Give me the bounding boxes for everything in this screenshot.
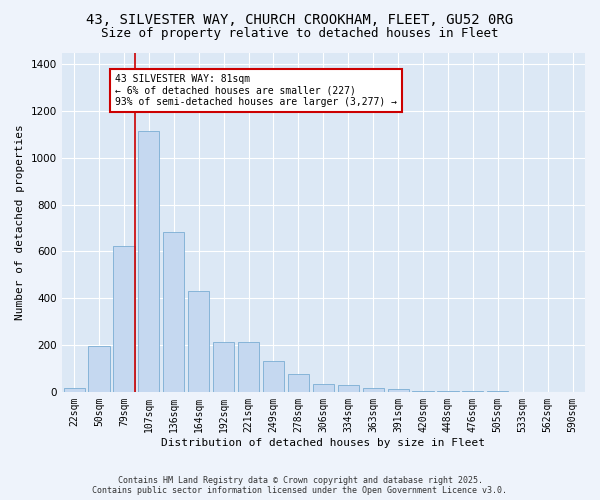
Bar bbox=[313, 384, 334, 392]
Bar bbox=[412, 390, 434, 392]
Bar bbox=[188, 291, 209, 392]
Bar bbox=[213, 342, 234, 392]
Text: Size of property relative to detached houses in Fleet: Size of property relative to detached ho… bbox=[101, 28, 499, 40]
Bar bbox=[64, 388, 85, 392]
Bar bbox=[263, 362, 284, 392]
Text: 43 SILVESTER WAY: 81sqm
← 6% of detached houses are smaller (227)
93% of semi-de: 43 SILVESTER WAY: 81sqm ← 6% of detached… bbox=[115, 74, 397, 107]
Bar bbox=[138, 131, 160, 392]
Bar bbox=[437, 390, 458, 392]
Bar bbox=[388, 389, 409, 392]
Bar bbox=[338, 385, 359, 392]
Bar bbox=[163, 232, 184, 392]
Bar bbox=[288, 374, 309, 392]
Bar bbox=[88, 346, 110, 392]
Text: Contains HM Land Registry data © Crown copyright and database right 2025.
Contai: Contains HM Land Registry data © Crown c… bbox=[92, 476, 508, 495]
Bar bbox=[238, 342, 259, 392]
X-axis label: Distribution of detached houses by size in Fleet: Distribution of detached houses by size … bbox=[161, 438, 485, 448]
Y-axis label: Number of detached properties: Number of detached properties bbox=[15, 124, 25, 320]
Bar bbox=[113, 246, 134, 392]
Bar bbox=[362, 388, 384, 392]
Text: 43, SILVESTER WAY, CHURCH CROOKHAM, FLEET, GU52 0RG: 43, SILVESTER WAY, CHURCH CROOKHAM, FLEE… bbox=[86, 12, 514, 26]
